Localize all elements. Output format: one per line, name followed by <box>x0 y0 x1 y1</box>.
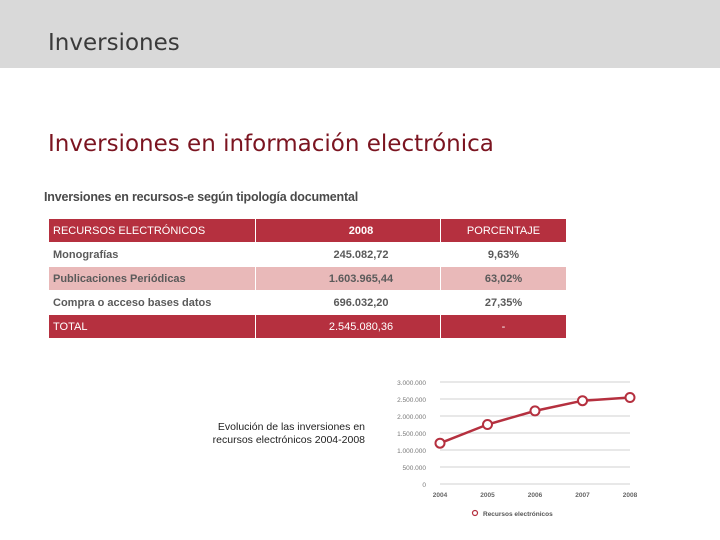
table-cell: 63,02% <box>440 266 567 291</box>
y-tick-label: 500.000 <box>403 465 427 472</box>
data-point <box>434 437 446 449</box>
y-tick-label: 2.000.000 <box>397 414 426 421</box>
table-row: Monografías 245.082,72 9,63% <box>48 242 567 267</box>
y-tick-label: 3.000.000 <box>397 380 426 387</box>
x-tick-label: 2008 <box>623 492 638 499</box>
data-point <box>577 395 588 407</box>
legend-label: Recursos electrónicos <box>483 511 553 518</box>
table-cell: 696.032,20 <box>255 290 441 315</box>
x-tick-label: 2007 <box>575 492 590 499</box>
table-cell: TOTAL <box>48 314 256 339</box>
table-cell: Monografías <box>48 242 256 267</box>
table-cell: 1.603.965,44 <box>255 266 441 291</box>
header-cell: PORCENTAJE <box>440 218 567 243</box>
header-title: Inversiones <box>48 30 180 56</box>
table-row: Compra o acceso bases datos 696.032,20 2… <box>48 290 567 315</box>
y-tick-label: 2.500.000 <box>397 397 426 404</box>
legend-marker <box>471 509 479 517</box>
table-total-row: TOTAL 2.545.080,36 - <box>48 314 567 339</box>
investment-table: RECURSOS ELECTRÓNICOS 2008 PORCENTAJE Mo… <box>48 218 567 339</box>
table-cell: 27,35% <box>440 290 567 315</box>
table-cell: 2.545.080,36 <box>255 314 441 339</box>
table-cell: Compra o acceso bases datos <box>48 290 256 315</box>
caption-line: Evolución de las inversiones en <box>217 421 365 433</box>
x-tick-label: 2006 <box>528 492 543 499</box>
table-cell: Publicaciones Periódicas <box>48 266 256 291</box>
y-tick-label: 1.000.000 <box>397 448 426 455</box>
table-header-row: RECURSOS ELECTRÓNICOS 2008 PORCENTAJE <box>48 218 567 243</box>
x-tick-label: 2004 <box>433 492 448 499</box>
data-point <box>529 405 541 417</box>
chart-caption: Evolución de las inversiones en recursos… <box>190 421 365 447</box>
header-bar: Inversiones <box>0 0 720 68</box>
table-cell: 9,63% <box>440 242 567 267</box>
table-row: Publicaciones Periódicas 1.603.965,44 63… <box>48 266 567 291</box>
data-point <box>482 419 493 430</box>
y-tick-label: 0 <box>422 482 426 489</box>
table-cell: - <box>440 314 567 339</box>
caption-line: recursos electrónicos 2004-2008 <box>212 434 365 446</box>
data-point <box>624 391 636 403</box>
page-title: Inversiones en información electrónica <box>48 131 494 157</box>
header-cell: RECURSOS ELECTRÓNICOS <box>48 218 256 243</box>
table-subtitle: Inversiones en recursos-e según tipologí… <box>44 190 358 204</box>
header-cell: 2008 <box>255 218 441 243</box>
y-tick-label: 1.500.000 <box>397 431 426 438</box>
series-line <box>439 396 631 445</box>
x-tick-label: 2005 <box>480 492 495 499</box>
table-cell: 245.082,72 <box>255 242 441 267</box>
line-chart: 0 500.000 1.000.000 1.500.000 2.000.000 2.500… <box>397 380 638 518</box>
